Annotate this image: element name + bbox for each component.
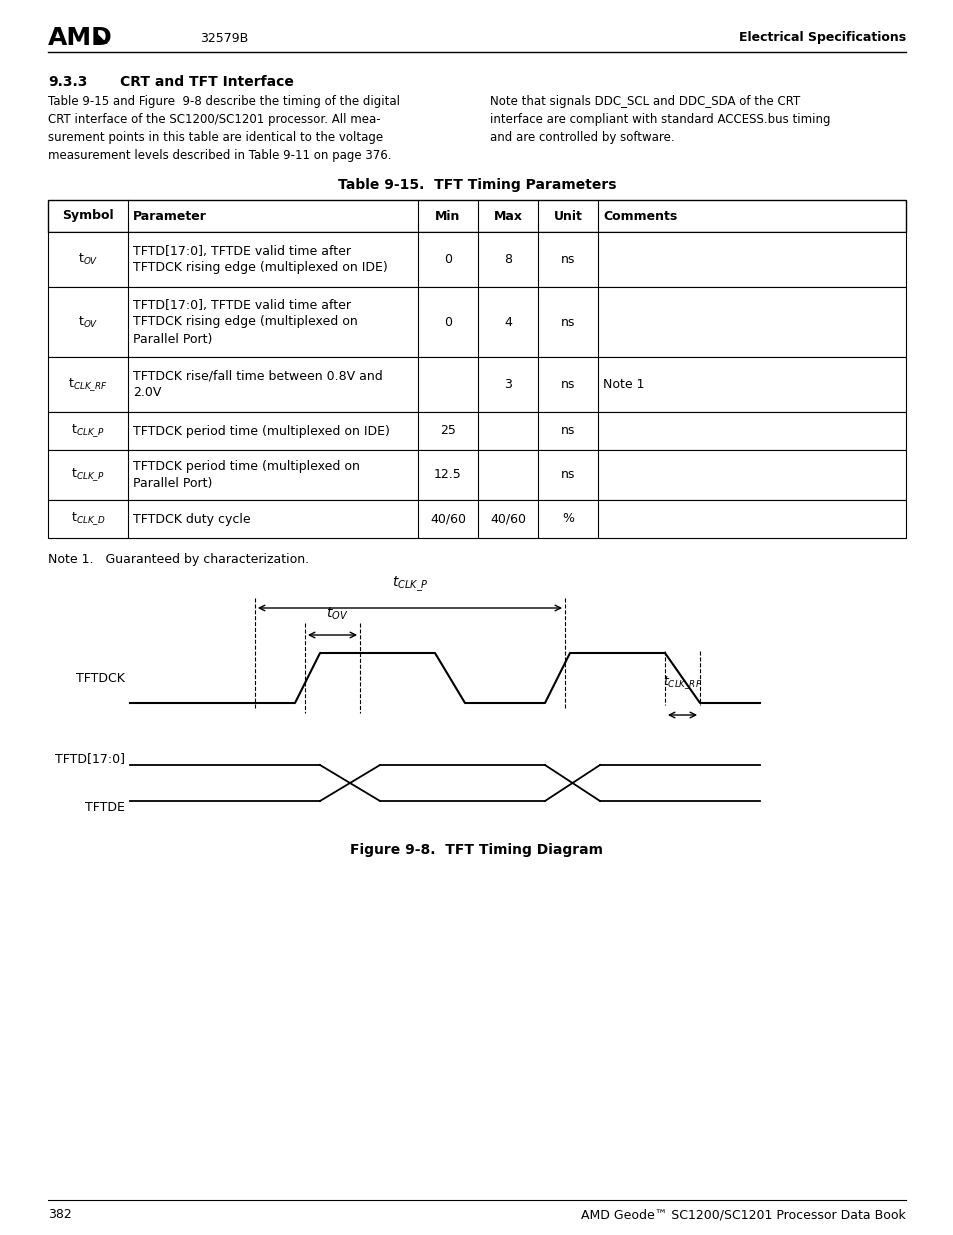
Text: $t_{CLK\_P}$: $t_{CLK\_P}$ [392,574,428,594]
Text: TFTD[17:0], TFTDE valid time after
TFTDCK rising edge (multiplexed on
Parallel P: TFTD[17:0], TFTDE valid time after TFTDC… [132,299,357,346]
Text: 8: 8 [503,253,512,266]
Text: TFTDE: TFTDE [85,802,125,814]
Text: TFTDCK duty cycle: TFTDCK duty cycle [132,513,251,526]
Text: Max: Max [493,210,522,222]
Bar [48,500,905,538]
Bar [48,357,905,412]
Text: ◣: ◣ [96,31,108,46]
Bar [48,287,905,357]
Text: CRT and TFT Interface: CRT and TFT Interface [120,75,294,89]
Text: t$_{OV}$: t$_{OV}$ [78,315,98,330]
Text: 3: 3 [503,378,512,391]
Text: AMD: AMD [48,26,112,49]
Text: 9.3.3: 9.3.3 [48,75,88,89]
Text: Figure 9-8.  TFT Timing Diagram: Figure 9-8. TFT Timing Diagram [350,844,603,857]
Text: AMD Geode™ SC1200/SC1201 Processor Data Book: AMD Geode™ SC1200/SC1201 Processor Data … [580,1209,905,1221]
Text: 4: 4 [503,315,512,329]
Bar [48,450,905,500]
Text: ns: ns [560,468,575,482]
Text: TFTDCK rise/fall time between 0.8V and
2.0V: TFTDCK rise/fall time between 0.8V and 2… [132,369,382,399]
Text: 40/60: 40/60 [490,513,525,526]
Text: Note that signals DDC_SCL and DDC_SDA of the CRT
interface are compliant with st: Note that signals DDC_SCL and DDC_SDA of… [490,95,830,144]
Text: Min: Min [435,210,460,222]
Text: ns: ns [560,378,575,391]
Text: 40/60: 40/60 [430,513,465,526]
Text: t$_{CLK\_P}$: t$_{CLK\_P}$ [71,467,105,483]
Text: ns: ns [560,253,575,266]
Text: TFTDCK: TFTDCK [76,672,125,684]
Text: ns: ns [560,425,575,437]
Text: 32579B: 32579B [200,32,248,44]
Text: $t_{CLK\_RF}$: $t_{CLK\_RF}$ [662,674,701,692]
Text: Note 1: Note 1 [602,378,644,391]
Text: t$_{CLK\_P}$: t$_{CLK\_P}$ [71,422,105,440]
Bar [48,232,905,287]
Text: TFTDCK period time (multiplexed on
Parallel Port): TFTDCK period time (multiplexed on Paral… [132,459,359,490]
Bar [48,200,905,232]
Text: ns: ns [560,315,575,329]
Text: TFTD[17:0], TFTDE valid time after
TFTDCK rising edge (multiplexed on IDE): TFTD[17:0], TFTDE valid time after TFTDC… [132,245,387,274]
Text: Comments: Comments [602,210,677,222]
Text: Symbol: Symbol [62,210,113,222]
Text: $t_{OV}$: $t_{OV}$ [326,605,348,622]
Bar [48,412,905,450]
Text: 382: 382 [48,1209,71,1221]
Text: TFTDCK period time (multiplexed on IDE): TFTDCK period time (multiplexed on IDE) [132,425,390,437]
Text: Note 1.   Guaranteed by characterization.: Note 1. Guaranteed by characterization. [48,553,309,566]
Text: Electrical Specifications: Electrical Specifications [739,32,905,44]
Text: Table 9-15 and Figure  9-8 describe the timing of the digital
CRT interface of t: Table 9-15 and Figure 9-8 describe the t… [48,95,399,162]
Text: Parameter: Parameter [132,210,207,222]
Text: 0: 0 [443,315,452,329]
Text: %: % [561,513,574,526]
Text: Table 9-15.  TFT Timing Parameters: Table 9-15. TFT Timing Parameters [337,178,616,191]
Text: t$_{CLK\_RF}$: t$_{CLK\_RF}$ [69,377,108,393]
Text: t$_{OV}$: t$_{OV}$ [78,252,98,267]
Text: Unit: Unit [553,210,582,222]
Text: 0: 0 [443,253,452,266]
Text: t$_{CLK\_D}$: t$_{CLK\_D}$ [71,510,105,527]
Text: 12.5: 12.5 [434,468,461,482]
Text: TFTD[17:0]: TFTD[17:0] [55,752,125,764]
Text: 25: 25 [439,425,456,437]
